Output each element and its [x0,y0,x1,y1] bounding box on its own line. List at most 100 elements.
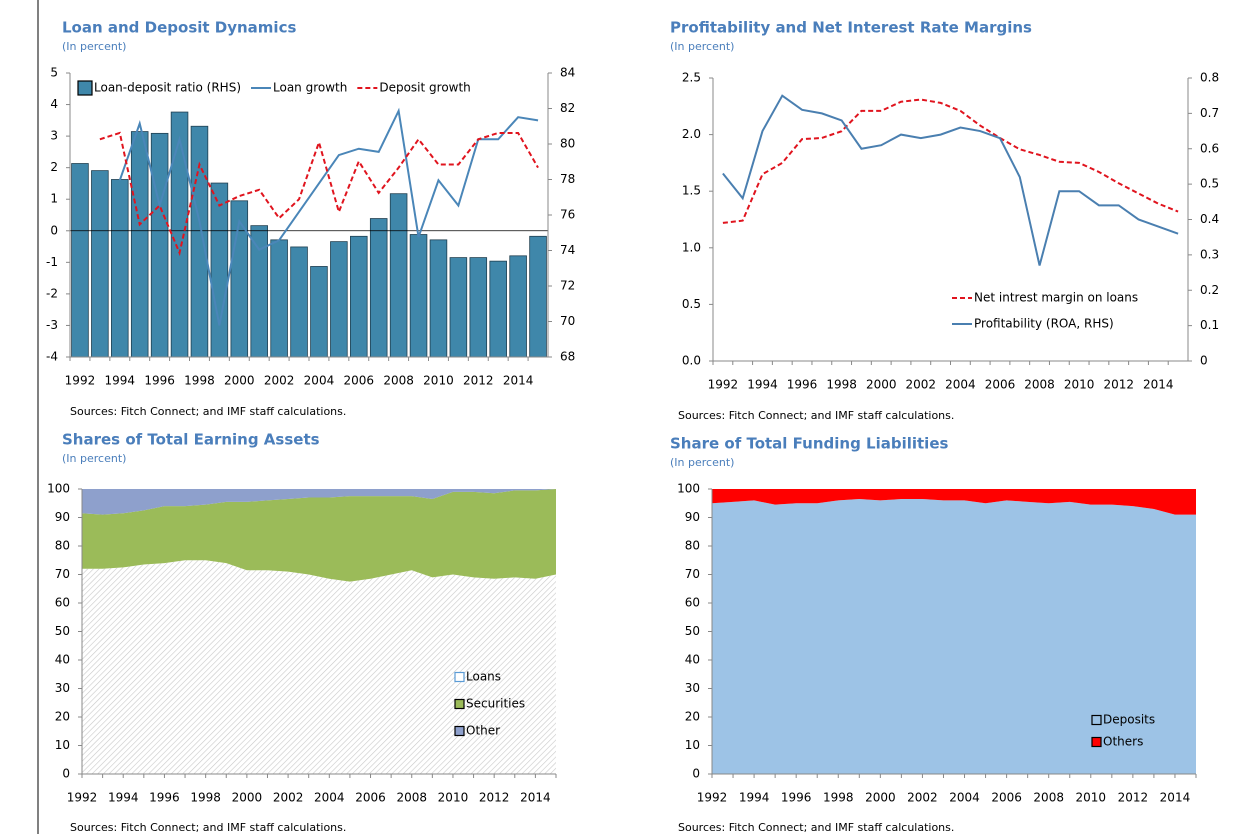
x-tick-label: 1996 [781,791,812,805]
bar [330,241,348,358]
chart-title: Profitability and Net Interest Rate Marg… [670,19,1032,37]
y-tick-label: 1 [50,192,58,206]
x-tick-label: 2006 [355,791,386,805]
legend-label: Loan-deposit ratio (RHS) [94,81,241,95]
bar [350,235,368,358]
legend-swatch [1091,736,1102,748]
y-tick-label: 80 [55,539,70,553]
x-tick-label: 2014 [1143,378,1174,392]
y-tick-label: 10 [55,738,70,752]
x-tick-label: 2000 [224,374,255,388]
x-tick-label: 2004 [949,791,980,805]
legend-swatch [454,725,465,737]
x-tick-label: 1992 [708,378,739,392]
y-tick-label: -4 [46,350,58,364]
y-tick-label: 100 [47,482,70,496]
y-tick-label: 20 [55,710,70,724]
x-tick-label: 2006 [985,378,1016,392]
line-series [722,94,1179,266]
bar [91,170,109,358]
y-tick-label: 70 [685,567,700,581]
legend-label: Net intrest margin on loans [974,291,1138,305]
x-tick-label: 2008 [396,791,427,805]
x-tick-label: 1994 [747,378,778,392]
y-tick-label: 10 [685,738,700,752]
x-tick-label: 2004 [304,374,335,388]
legend-swatch [454,671,465,683]
bar [389,193,408,358]
x-tick-label: 2010 [1076,791,1107,805]
y-tick-label: 40 [685,653,700,667]
area [82,560,556,774]
x-tick-label: 2010 [1064,378,1095,392]
legend-label: Loans [466,670,501,684]
area [82,489,556,582]
bar [270,239,288,358]
chart-subtitle: (In percent) [670,456,734,469]
legend-label: Deposit growth [379,81,470,95]
bar [429,239,448,358]
x-tick-label: 1992 [697,791,728,805]
y-tick-label: 1.0 [682,240,701,254]
legend-label: Securities [466,697,525,711]
x-tick-label: 2006 [991,791,1022,805]
legend-swatch [454,698,465,710]
source-note: Sources: Fitch Connect; and IMF staff ca… [678,409,954,422]
y-tick-label: 70 [55,567,70,581]
x-tick-label: 1994 [108,791,139,805]
y2-tick-label: 78 [560,172,575,186]
y-tick-label: 2 [50,160,58,174]
line-series [99,131,539,257]
x-tick-label: 2012 [479,791,510,805]
area [82,489,556,515]
x-tick-label: 2000 [232,791,263,805]
source-note: Sources: Fitch Connect; and IMF staff ca… [70,821,346,834]
bar [489,260,507,358]
chart-subtitle: (In percent) [62,40,126,53]
legend-swatch [77,80,93,96]
y2-tick-label: 84 [560,66,575,80]
source-note: Sources: Fitch Connect; and IMF staff ca… [70,405,346,418]
y-tick-label: 60 [685,596,700,610]
y-tick-label: 0.0 [682,354,701,368]
y-tick-label: 90 [685,510,700,524]
bar [509,255,527,358]
bar [130,131,149,358]
y2-tick-label: 0.1 [1200,318,1219,332]
y2-tick-label: 70 [560,314,575,328]
x-tick-label: 2006 [344,374,375,388]
y2-tick-label: 0 [1200,354,1208,368]
y-tick-label: 0.5 [682,297,701,311]
bar [369,218,388,358]
y-tick-label: -2 [46,286,58,300]
x-tick-label: 1998 [184,374,215,388]
y2-tick-label: 0.5 [1200,177,1219,191]
y-tick-label: -1 [46,255,58,269]
y-tick-label: 1.5 [682,184,701,198]
y-tick-label: 40 [55,653,70,667]
y2-tick-label: 82 [560,101,575,115]
y2-tick-label: 68 [560,350,575,364]
y-tick-label: 90 [55,510,70,524]
bar [449,257,468,358]
y-tick-label: -3 [46,318,58,332]
x-tick-label: 2004 [314,791,345,805]
x-tick-label: 1996 [144,374,175,388]
y-tick-label: 0 [692,767,700,781]
x-tick-label: 2010 [423,374,454,388]
y-tick-label: 0 [50,223,58,237]
x-tick-label: 1998 [823,791,854,805]
x-tick-label: 1996 [149,791,180,805]
x-tick-label: 1996 [787,378,818,392]
y2-tick-label: 0.4 [1200,212,1219,226]
chart-subtitle: (In percent) [670,40,734,53]
y-tick-label: 80 [685,539,700,553]
y2-tick-label: 72 [560,279,575,293]
legend-swatch [1091,714,1102,726]
y-tick-label: 100 [677,482,700,496]
x-tick-label: 1992 [65,374,96,388]
bar [210,182,229,358]
y2-tick-label: 0.8 [1200,71,1219,85]
y2-tick-label: 80 [560,137,575,151]
